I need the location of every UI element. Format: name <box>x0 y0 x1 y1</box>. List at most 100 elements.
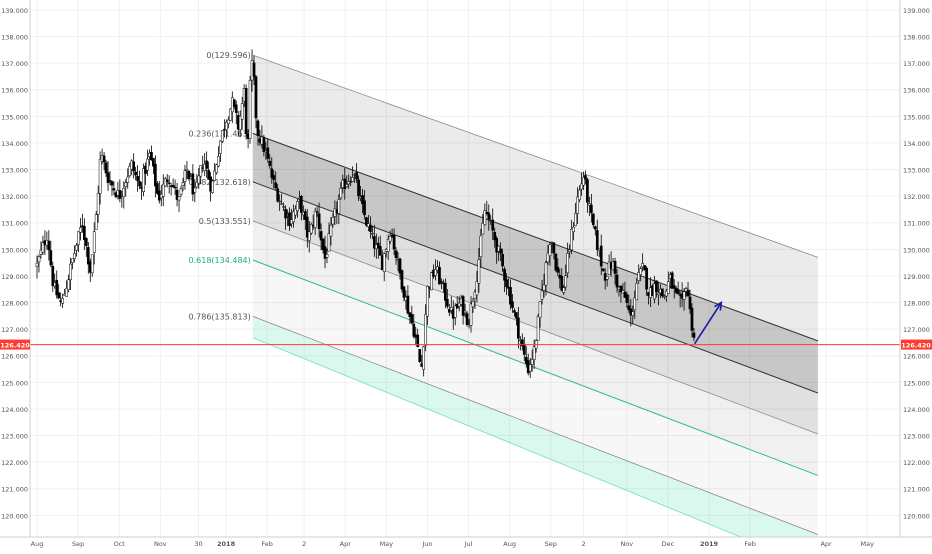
candle-94 <box>221 130 224 142</box>
candle-7 <box>49 250 53 266</box>
y-tick-right-2: 122.000 <box>903 459 930 467</box>
y-tick-left-9: 129.000 <box>1 273 28 281</box>
y-tick-left-18: 138.000 <box>1 34 28 42</box>
candle-254 <box>536 316 540 341</box>
candle-138 <box>307 231 311 241</box>
candle-54 <box>142 168 145 193</box>
candle-82 <box>197 175 201 184</box>
candle-307 <box>641 263 644 268</box>
candle-162 <box>355 172 358 180</box>
candle-193 <box>416 334 420 348</box>
candle-167 <box>365 217 368 226</box>
x-tick-15: Nov <box>620 540 633 548</box>
candle-44 <box>122 187 126 198</box>
candle-242 <box>513 310 516 313</box>
candle-157 <box>345 184 349 188</box>
candle-191 <box>412 323 416 337</box>
candle-204 <box>438 266 441 285</box>
candle-268 <box>564 275 568 288</box>
x-tick-20: May <box>860 540 874 548</box>
y-tick-left-16: 136.000 <box>1 87 28 95</box>
candle-272 <box>572 226 575 232</box>
candle-45 <box>124 182 128 187</box>
candle-148 <box>327 233 331 252</box>
fib-label-0.382: 0.382(132.618) <box>189 178 251 187</box>
candle-154 <box>339 188 343 199</box>
candle-224 <box>477 259 481 284</box>
candle-259 <box>546 252 550 263</box>
candle-115 <box>262 137 266 152</box>
y-tick-right-12: 132.000 <box>903 193 930 201</box>
candle-247 <box>522 343 526 355</box>
candle-10 <box>55 280 59 296</box>
candle-262 <box>552 242 556 254</box>
candle-96 <box>225 121 228 131</box>
candle-236 <box>501 254 504 267</box>
candle-269 <box>566 253 570 274</box>
candle-233 <box>495 237 499 253</box>
candle-273 <box>574 213 577 226</box>
y-axis-right-bg <box>900 0 932 550</box>
grid-lines <box>30 0 900 537</box>
candle-76 <box>185 169 189 171</box>
candle-153 <box>337 199 341 214</box>
candle-145 <box>321 238 325 251</box>
candle-72 <box>177 196 181 201</box>
candle-66 <box>165 179 169 182</box>
candle-210 <box>449 306 453 311</box>
candle-258 <box>544 262 548 286</box>
candle-222 <box>473 291 477 300</box>
x-tick-4: 30 <box>194 540 202 548</box>
candle-86 <box>205 160 209 169</box>
candle-173 <box>376 242 380 249</box>
candle-15 <box>65 288 68 297</box>
fib-band-1 <box>252 133 818 393</box>
candle-227 <box>483 210 487 226</box>
candle-278 <box>584 175 587 180</box>
candle-209 <box>447 309 451 313</box>
candle-35 <box>104 162 108 174</box>
candle-122 <box>276 188 280 202</box>
candle-47 <box>128 165 132 177</box>
candle-73 <box>179 188 183 195</box>
candle-207 <box>444 282 447 301</box>
y-tick-left-5: 125.000 <box>1 379 28 387</box>
candle-188 <box>406 295 410 314</box>
candle-274 <box>576 196 579 214</box>
candle-147 <box>325 254 329 258</box>
candle-232 <box>493 232 497 241</box>
candle-216 <box>461 296 465 316</box>
candle-244 <box>517 317 520 339</box>
candle-98 <box>228 108 232 121</box>
y-axis-left: 120.000 121.000 122.000 123.000 124.000 125.0… <box>0 0 31 550</box>
fib-label-0.236: 0.236(131.463) <box>189 129 251 138</box>
candle-226 <box>481 222 485 235</box>
candle-159 <box>349 181 353 183</box>
candle-121 <box>274 182 278 189</box>
candle-235 <box>499 248 502 254</box>
candle-293 <box>613 260 617 274</box>
candle-42 <box>118 190 122 199</box>
candle-83 <box>199 165 203 177</box>
y-tick-right-13: 133.000 <box>903 167 930 175</box>
current-price-badge-right <box>901 339 932 350</box>
candle-300 <box>627 305 631 311</box>
candle-100 <box>232 99 236 107</box>
candle-257 <box>542 284 546 291</box>
candle-200 <box>430 272 433 291</box>
y-tick-right-9: 129.000 <box>903 273 930 281</box>
y-tick-right-1: 121.000 <box>903 486 930 494</box>
y-tick-left-3: 123.000 <box>1 433 28 441</box>
candle-106 <box>244 87 248 135</box>
candle-333 <box>692 332 696 338</box>
x-tick-9: May <box>380 540 394 548</box>
candle-134 <box>300 195 303 213</box>
y-tick-right-4: 124.000 <box>903 406 930 414</box>
candle-26 <box>86 247 90 265</box>
candle-279 <box>586 179 589 203</box>
candle-25 <box>84 238 88 246</box>
candle-331 <box>688 296 692 310</box>
y-tick-right-6: 126.000 <box>903 353 930 361</box>
candle-71 <box>175 189 179 200</box>
